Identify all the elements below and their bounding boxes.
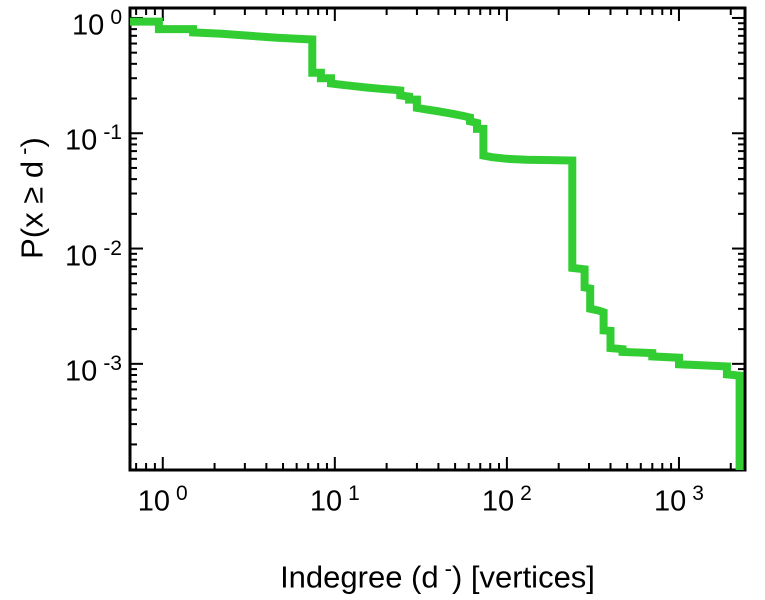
y-tick-label--1: 10 -1 [0, 115, 122, 157]
y-tick-label--3: 10 -3 [0, 346, 122, 388]
y-tick-label--2: 10 -2 [0, 231, 122, 273]
x-tick-label-3-base: 10 [653, 485, 687, 518]
x-tick-label-2: 10 2 [447, 482, 567, 519]
x-tick-label-1-base: 10 [309, 485, 343, 518]
x-tick-label-2-base: 10 [481, 485, 515, 518]
x-tick-label-1-exponent: 1 [348, 482, 360, 505]
y-axis-label: P(x ≥ d -) [3, 0, 49, 408]
y-axis-label-suffix: ) [14, 137, 50, 148]
x-tick-label-3-exponent: 3 [692, 482, 704, 505]
plot-border [128, 6, 747, 472]
x-axis-label-text: Indegree (d [280, 559, 439, 595]
x-tick-label-2-exponent: 2 [520, 482, 532, 505]
x-axis-label: Indegree (d -) [vertices] [130, 556, 745, 595]
y-axis-label-text: P(x ≥ d [14, 160, 50, 259]
x-tick-label-0-base: 10 [137, 485, 171, 518]
y-tick-label-0-base: 10 [72, 9, 105, 42]
x-tick-label-1: 10 1 [275, 482, 395, 519]
y-tick-label--2-exponent: -2 [103, 236, 122, 260]
y-tick-label-0-exponent: 0 [110, 5, 122, 29]
y-tick-label--3-base: 10 [65, 355, 98, 388]
x-axis-label-suffix: ) [vertices] [451, 559, 595, 595]
y-tick-label--1-base: 10 [65, 124, 98, 157]
y-tick-label--2-base: 10 [65, 240, 98, 273]
y-axis-label-superscript: - [11, 147, 36, 155]
y-tick-label--3-exponent: -3 [103, 351, 122, 375]
y-tick-label--1-exponent: -1 [103, 121, 122, 145]
x-tick-label-3: 10 3 [619, 482, 739, 519]
x-axis-label-superscript: - [444, 556, 452, 581]
x-tick-label-0-exponent: 0 [176, 482, 188, 505]
y-tick-label-0: 10 0 [0, 0, 122, 42]
series-indegree-ccdf [130, 17, 744, 470]
x-tick-label-0: 10 0 [103, 482, 223, 519]
